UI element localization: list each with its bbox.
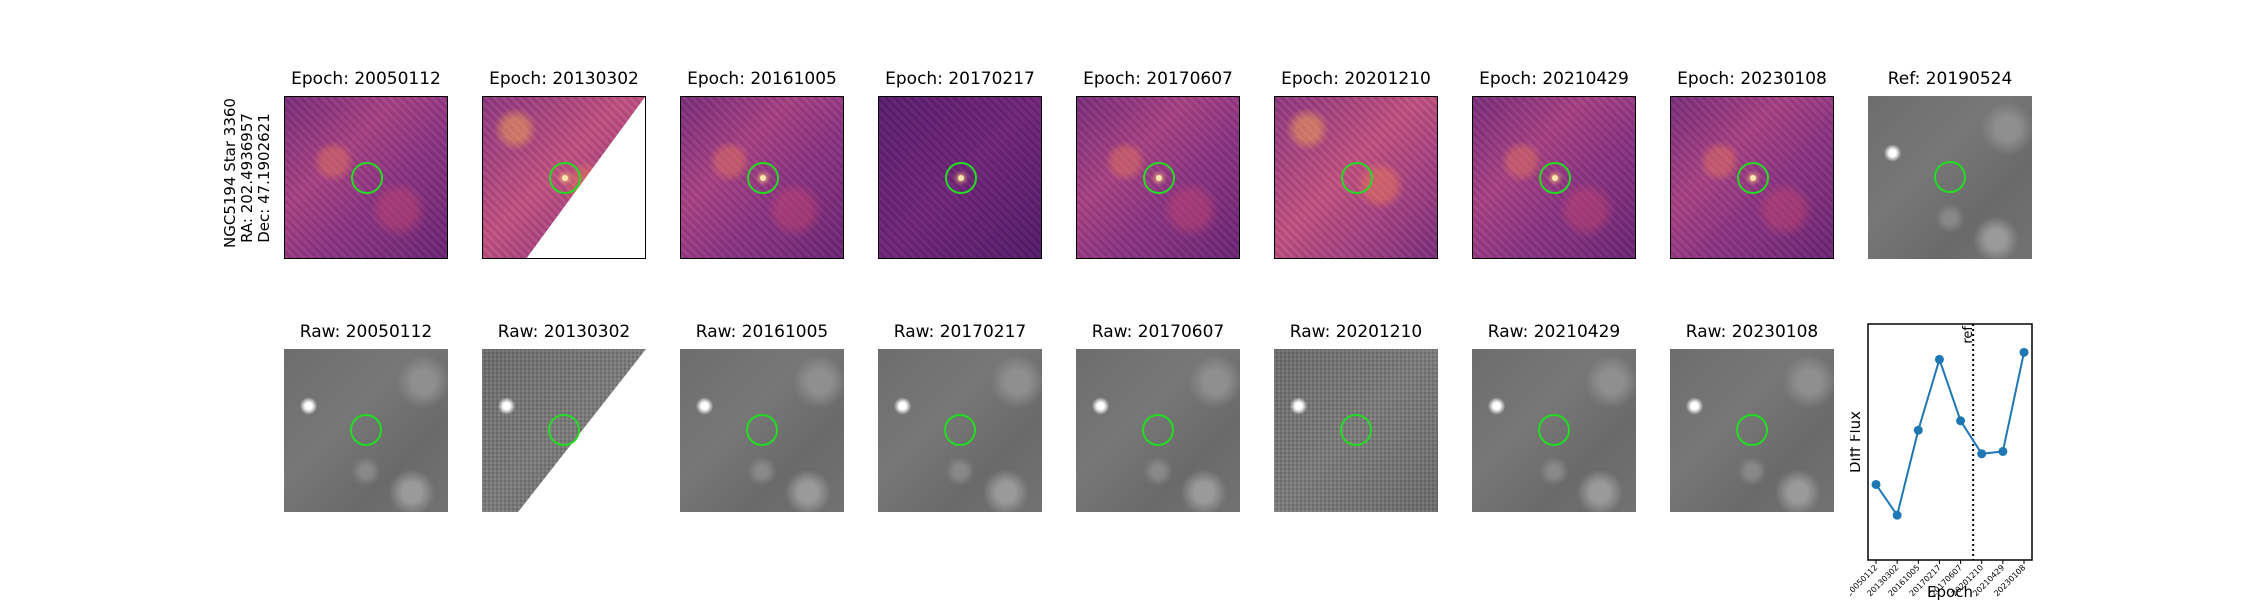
target-circle xyxy=(1341,162,1373,194)
target-circle xyxy=(944,414,976,446)
raw-title: Raw: 20050112 xyxy=(299,322,433,342)
raw-image xyxy=(1274,349,1438,512)
target-circle xyxy=(1142,414,1174,446)
y-axis-label: Diff Flux xyxy=(1850,411,1864,473)
target-circle xyxy=(350,414,382,446)
diff-title: Epoch: 20170607 xyxy=(1083,69,1233,89)
data-point xyxy=(2019,347,2029,357)
raw-title: Raw: 20161005 xyxy=(695,322,829,342)
raw-title: Raw: 20170607 xyxy=(1091,322,1225,342)
raw-image xyxy=(680,349,844,512)
ref-title: Ref: 20190524 xyxy=(1887,69,2013,89)
raw-image xyxy=(878,349,1042,512)
object-ra: RA: 202.4936957 xyxy=(238,113,256,243)
diff-title: Epoch: 20201210 xyxy=(1281,69,1431,89)
target-circle xyxy=(1736,414,1768,446)
diff-title: Epoch: 20130302 xyxy=(489,69,639,89)
target-circle xyxy=(548,414,580,446)
target-circle xyxy=(747,162,779,194)
data-point xyxy=(1977,449,1987,459)
target-circle xyxy=(549,162,581,194)
raw-image xyxy=(1670,349,1834,512)
diff-image xyxy=(680,96,844,259)
raw-title: Raw: 20210429 xyxy=(1487,322,1621,342)
raw-title: Raw: 20201210 xyxy=(1289,322,1423,342)
raw-title: Raw: 20170217 xyxy=(893,322,1027,342)
diff-image xyxy=(1076,96,1240,259)
data-point xyxy=(1892,510,1902,520)
data-point xyxy=(1998,446,2008,456)
diff-image xyxy=(878,96,1042,259)
diff-title: Epoch: 20170217 xyxy=(885,69,1035,89)
target-circle xyxy=(1143,162,1175,194)
raw-title: Raw: 20230108 xyxy=(1685,322,1819,342)
data-point xyxy=(1913,425,1923,435)
target-circle xyxy=(1538,414,1570,446)
data-point xyxy=(1956,416,1966,426)
target-circle xyxy=(746,414,778,446)
series-line xyxy=(1875,352,2025,518)
plot-frame xyxy=(1867,323,2033,561)
target-circle xyxy=(1934,161,1966,193)
object-dec: Dec: 47.1902621 xyxy=(255,113,273,243)
raw-image xyxy=(1472,349,1636,512)
data-point xyxy=(1871,479,1881,489)
diff-image xyxy=(1670,96,1834,259)
diff-image xyxy=(284,96,448,259)
diff-title: Epoch: 20161005 xyxy=(687,69,837,89)
diff-image xyxy=(1274,96,1438,259)
target-circle xyxy=(1737,162,1769,194)
raw-image xyxy=(284,349,448,512)
series-group xyxy=(1871,347,2029,520)
ref-line-group: ref xyxy=(1961,324,1976,560)
diff-image xyxy=(482,96,646,259)
ref-image xyxy=(1868,96,2032,259)
ref-line-label: ref xyxy=(1961,326,1976,344)
diff-title: Epoch: 20230108 xyxy=(1677,69,1827,89)
object-name: NGC5194 Star 3360 xyxy=(221,98,239,248)
diff-title: Epoch: 20050112 xyxy=(291,69,441,89)
x-axis-label: Epoch xyxy=(1927,583,1973,600)
target-circle xyxy=(1539,162,1571,194)
light-curve-chart: 2005011220130302201610052017021720170607… xyxy=(1850,323,2033,600)
target-circle xyxy=(945,162,977,194)
diff-title: Epoch: 20210429 xyxy=(1479,69,1629,89)
diff-image xyxy=(1472,96,1636,259)
data-point xyxy=(1934,354,1944,364)
target-circle xyxy=(1340,414,1372,446)
raw-image xyxy=(482,349,646,512)
target-circle xyxy=(351,162,383,194)
raw-image xyxy=(1076,349,1240,512)
object-label: NGC5194 Star 3360 RA: 202.4936957 Dec: 4… xyxy=(221,98,273,248)
raw-title: Raw: 20130302 xyxy=(497,322,631,342)
